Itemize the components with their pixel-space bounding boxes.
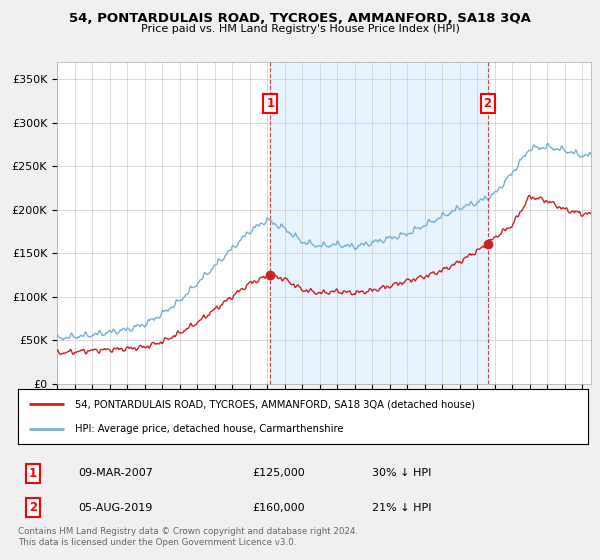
Text: Contains HM Land Registry data © Crown copyright and database right 2024.: Contains HM Land Registry data © Crown c… xyxy=(18,526,358,536)
Text: 21% ↓ HPI: 21% ↓ HPI xyxy=(372,503,431,513)
Text: This data is licensed under the Open Government Licence v3.0.: This data is licensed under the Open Gov… xyxy=(18,538,296,547)
Text: 05-AUG-2019: 05-AUG-2019 xyxy=(78,503,152,513)
Text: £125,000: £125,000 xyxy=(252,468,305,478)
Text: 2: 2 xyxy=(29,501,37,515)
Text: 09-MAR-2007: 09-MAR-2007 xyxy=(78,468,153,478)
Text: 54, PONTARDULAIS ROAD, TYCROES, AMMANFORD, SA18 3QA (detached house): 54, PONTARDULAIS ROAD, TYCROES, AMMANFOR… xyxy=(75,399,475,409)
Text: 54, PONTARDULAIS ROAD, TYCROES, AMMANFORD, SA18 3QA: 54, PONTARDULAIS ROAD, TYCROES, AMMANFOR… xyxy=(69,12,531,25)
Bar xyxy=(271,62,488,384)
Text: 1: 1 xyxy=(266,97,274,110)
Text: 1: 1 xyxy=(29,466,37,480)
Text: Price paid vs. HM Land Registry's House Price Index (HPI): Price paid vs. HM Land Registry's House … xyxy=(140,24,460,34)
Text: £160,000: £160,000 xyxy=(252,503,305,513)
Text: HPI: Average price, detached house, Carmarthenshire: HPI: Average price, detached house, Carm… xyxy=(75,424,343,434)
Text: 2: 2 xyxy=(484,97,491,110)
Text: 30% ↓ HPI: 30% ↓ HPI xyxy=(372,468,431,478)
